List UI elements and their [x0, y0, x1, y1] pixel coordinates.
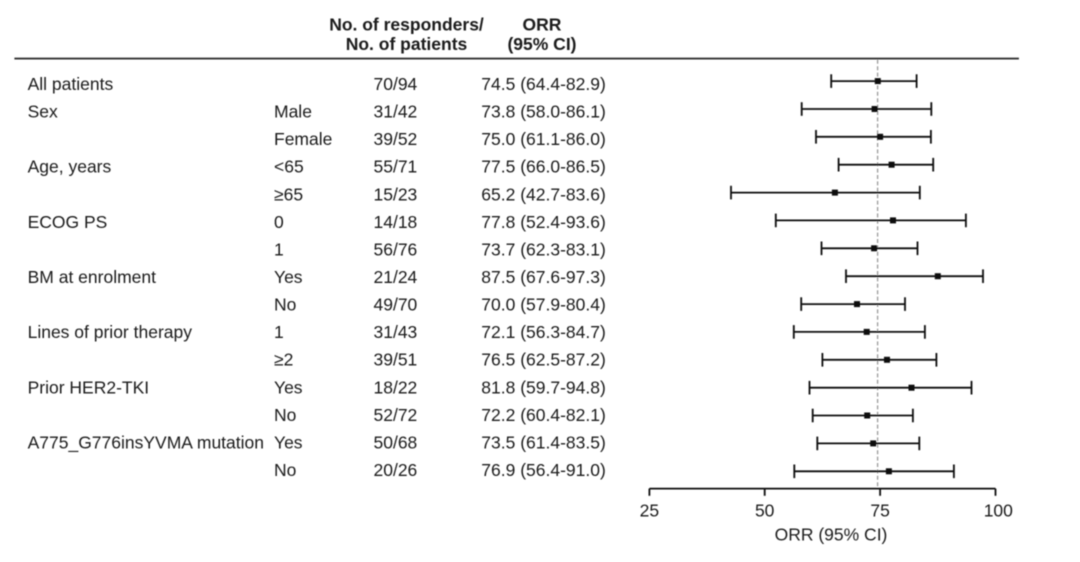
- svg-text:25: 25: [640, 501, 659, 521]
- svg-text:(95% CI): (95% CI): [507, 34, 576, 54]
- svg-text:76.9 (56.4-91.0): 76.9 (56.4-91.0): [481, 460, 606, 480]
- svg-text:21/24: 21/24: [374, 267, 418, 287]
- svg-text:75: 75: [870, 501, 889, 521]
- svg-text:≥2: ≥2: [274, 350, 293, 370]
- svg-text:No: No: [274, 405, 296, 425]
- svg-text:75.0 (61.1-86.0): 75.0 (61.1-86.0): [481, 129, 606, 149]
- svg-text:74.5 (64.4-82.9): 74.5 (64.4-82.9): [481, 74, 606, 94]
- svg-text:77.8 (52.4-93.6): 77.8 (52.4-93.6): [481, 212, 606, 232]
- svg-text:1: 1: [274, 322, 284, 342]
- svg-text:0: 0: [274, 212, 284, 232]
- svg-text:ORR: ORR: [523, 15, 562, 35]
- svg-text:14/18: 14/18: [374, 212, 418, 232]
- svg-text:Male: Male: [274, 102, 312, 122]
- svg-text:39/52: 39/52: [374, 129, 418, 149]
- svg-text:1: 1: [274, 239, 284, 259]
- svg-text:52/72: 52/72: [374, 405, 418, 425]
- svg-text:77.5 (66.0-86.5): 77.5 (66.0-86.5): [481, 157, 606, 177]
- svg-text:73.5 (61.4-83.5): 73.5 (61.4-83.5): [481, 432, 606, 452]
- svg-text:No. of responders/: No. of responders/: [329, 15, 484, 35]
- svg-text:18/22: 18/22: [374, 377, 418, 397]
- svg-text:20/26: 20/26: [374, 460, 418, 480]
- svg-text:76.5 (62.5-87.2): 76.5 (62.5-87.2): [481, 350, 606, 370]
- svg-text:<65: <65: [274, 157, 304, 177]
- svg-text:A775_G776insYVMA mutation: A775_G776insYVMA mutation: [28, 432, 264, 453]
- svg-text:Age, years: Age, years: [28, 157, 112, 177]
- svg-text:ECOG PS: ECOG PS: [28, 212, 108, 232]
- svg-text:Female: Female: [274, 129, 332, 149]
- svg-text:49/70: 49/70: [374, 295, 418, 315]
- svg-text:50/68: 50/68: [374, 432, 418, 452]
- svg-text:81.8 (59.7-94.8): 81.8 (59.7-94.8): [481, 377, 606, 397]
- svg-text:No: No: [274, 295, 296, 315]
- svg-text:70.0 (57.9-80.4): 70.0 (57.9-80.4): [481, 295, 606, 315]
- svg-text:31/42: 31/42: [374, 102, 418, 122]
- svg-text:Prior HER2-TKI: Prior HER2-TKI: [28, 377, 150, 397]
- svg-text:Yes: Yes: [274, 432, 303, 452]
- svg-text:65.2 (42.7-83.6): 65.2 (42.7-83.6): [481, 184, 606, 204]
- svg-text:No: No: [274, 460, 296, 480]
- svg-text:≥65: ≥65: [274, 184, 303, 204]
- svg-text:72.1 (56.3-84.7): 72.1 (56.3-84.7): [481, 322, 606, 342]
- svg-text:56/76: 56/76: [374, 239, 418, 259]
- svg-text:39/51: 39/51: [374, 350, 418, 370]
- svg-text:100: 100: [984, 501, 1013, 521]
- svg-text:Yes: Yes: [274, 267, 303, 287]
- svg-text:73.8 (58.0-86.1): 73.8 (58.0-86.1): [481, 102, 606, 122]
- svg-text:72.2 (60.4-82.1): 72.2 (60.4-82.1): [481, 405, 606, 425]
- svg-text:15/23: 15/23: [374, 184, 418, 204]
- svg-text:Sex: Sex: [28, 102, 58, 122]
- svg-text:31/43: 31/43: [374, 322, 418, 342]
- svg-text:All patients: All patients: [28, 74, 114, 94]
- svg-text:50: 50: [755, 501, 775, 521]
- svg-text:87.5 (67.6-97.3): 87.5 (67.6-97.3): [481, 267, 606, 287]
- svg-text:73.7 (62.3-83.1): 73.7 (62.3-83.1): [481, 239, 606, 259]
- svg-text:Yes: Yes: [274, 377, 303, 397]
- svg-text:BM at enrolment: BM at enrolment: [28, 267, 157, 287]
- svg-text:Lines of prior therapy: Lines of prior therapy: [28, 322, 193, 342]
- svg-text:No. of patients: No. of patients: [346, 34, 468, 54]
- svg-text:ORR (95% CI): ORR (95% CI): [775, 525, 888, 545]
- svg-text:70/94: 70/94: [374, 74, 418, 94]
- svg-text:55/71: 55/71: [374, 157, 418, 177]
